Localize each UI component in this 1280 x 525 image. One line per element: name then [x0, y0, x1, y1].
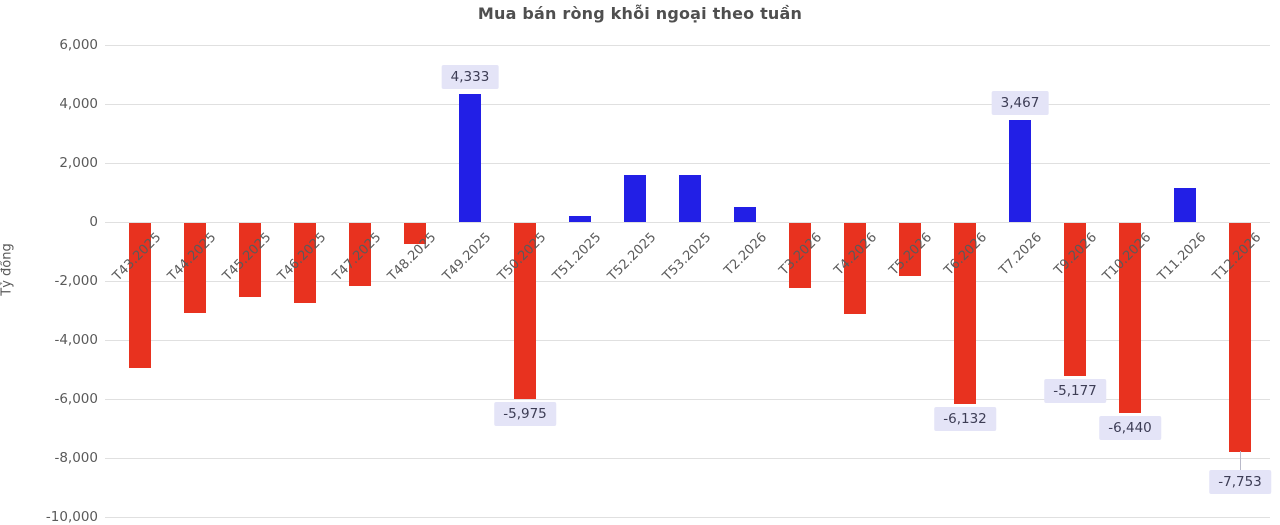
bar-T6.2026[interactable] [954, 223, 976, 404]
gridline [105, 340, 1270, 341]
bar-value-label: -6,440 [1099, 415, 1161, 440]
bar-T5.2026[interactable] [899, 223, 921, 277]
bar-T46.2025[interactable] [294, 223, 316, 303]
y-tick-label: 0 [89, 214, 98, 230]
y-axis-title: Tỷ đồng [0, 243, 15, 296]
x-tick-label: T2.2026 [721, 230, 770, 279]
bar-T9.2026[interactable] [1064, 223, 1086, 376]
label-connector-line [1240, 450, 1241, 470]
bar-T7.2026[interactable] [1009, 119, 1031, 222]
bar-value-label: -7,753 [1209, 469, 1271, 494]
gridline [105, 458, 1270, 459]
x-tick-label: T53.2025 [660, 230, 715, 285]
bar-T11.2026[interactable] [1174, 188, 1196, 222]
bar-T44.2025[interactable] [184, 223, 206, 313]
gridline [105, 45, 1270, 46]
bar-value-label: -5,177 [1044, 378, 1106, 403]
x-tick-label: T49.2025 [440, 230, 495, 285]
bar-value-label: -6,132 [934, 406, 996, 431]
chart-title: Mua bán ròng khỗi ngoại theo tuần [477, 4, 803, 23]
gridline [105, 517, 1270, 518]
x-tick-label: T11.2026 [1155, 230, 1210, 285]
gridline [105, 222, 1270, 223]
bar-value-label: -5,975 [494, 402, 556, 427]
bar-T2.2026[interactable] [734, 207, 756, 222]
x-tick-label: T51.2025 [550, 230, 605, 285]
bar-T10.2026[interactable] [1119, 223, 1141, 413]
bar-T4.2026[interactable] [844, 223, 866, 315]
y-tick-label: -6,000 [54, 391, 98, 407]
y-tick-label: -2,000 [54, 273, 98, 289]
y-tick-label: -4,000 [54, 332, 98, 348]
bar-T49.2025[interactable] [459, 94, 481, 222]
bar-T12.2026[interactable] [1229, 223, 1251, 452]
bar-T53.2025[interactable] [679, 175, 701, 222]
y-tick-label: 6,000 [59, 37, 98, 53]
bar-T47.2025[interactable] [349, 223, 371, 287]
bar-T45.2025[interactable] [239, 223, 261, 297]
gridline [105, 281, 1270, 282]
gridline [105, 399, 1270, 400]
y-tick-label: 2,000 [59, 155, 98, 171]
x-tick-label: T52.2025 [605, 230, 660, 285]
bar-T51.2025[interactable] [569, 215, 591, 222]
y-tick-label: -8,000 [54, 450, 98, 466]
gridline [105, 104, 1270, 105]
y-tick-label: -10,000 [45, 509, 98, 525]
bar-T3.2026[interactable] [789, 223, 811, 288]
bar-T52.2025[interactable] [624, 175, 646, 222]
gridline [105, 163, 1270, 164]
bar-T43.2025[interactable] [129, 223, 151, 368]
x-tick-label: T7.2026 [996, 230, 1045, 279]
bar-T48.2025[interactable] [404, 223, 426, 245]
y-tick-label: 4,000 [59, 96, 98, 112]
bar-value-label: 4,333 [441, 65, 499, 90]
bar-T50.2025[interactable] [514, 223, 536, 400]
bar-value-label: 3,467 [991, 90, 1049, 115]
